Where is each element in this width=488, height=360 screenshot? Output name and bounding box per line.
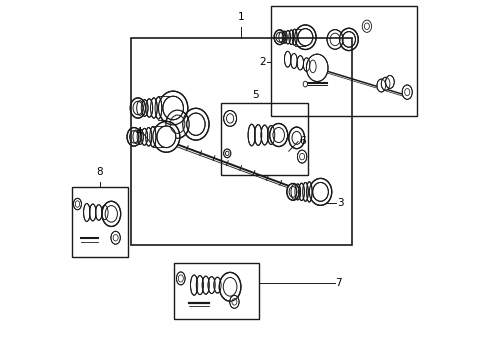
Ellipse shape (303, 81, 307, 87)
Ellipse shape (269, 123, 287, 147)
Ellipse shape (137, 101, 143, 115)
Text: 8: 8 (96, 167, 103, 177)
Ellipse shape (130, 98, 145, 118)
Text: 4: 4 (135, 127, 142, 138)
Ellipse shape (339, 28, 358, 51)
Ellipse shape (186, 113, 204, 135)
Ellipse shape (298, 183, 304, 201)
Ellipse shape (158, 91, 187, 125)
Ellipse shape (89, 204, 96, 221)
Ellipse shape (309, 60, 316, 73)
Bar (131, 38, 352, 245)
Ellipse shape (141, 129, 147, 145)
Bar (271, 6, 416, 116)
Ellipse shape (306, 54, 327, 81)
Ellipse shape (213, 277, 221, 293)
Ellipse shape (190, 275, 197, 295)
Ellipse shape (292, 29, 297, 45)
Text: 5: 5 (251, 90, 258, 100)
Ellipse shape (286, 184, 299, 200)
Ellipse shape (290, 54, 297, 68)
Text: 2: 2 (259, 57, 265, 67)
Bar (72, 187, 127, 257)
Text: 3: 3 (337, 198, 343, 208)
Ellipse shape (223, 111, 236, 126)
Ellipse shape (155, 97, 162, 119)
Ellipse shape (294, 25, 315, 50)
Ellipse shape (137, 129, 143, 144)
Bar (221, 103, 307, 175)
Ellipse shape (127, 127, 141, 146)
Ellipse shape (267, 126, 274, 144)
Ellipse shape (288, 127, 304, 149)
Ellipse shape (176, 272, 185, 285)
Ellipse shape (288, 30, 293, 45)
Ellipse shape (183, 108, 209, 140)
Ellipse shape (306, 182, 311, 202)
Ellipse shape (157, 126, 175, 148)
Ellipse shape (376, 79, 385, 92)
Ellipse shape (219, 273, 241, 301)
Ellipse shape (207, 276, 215, 294)
Ellipse shape (312, 183, 328, 201)
Ellipse shape (102, 201, 121, 226)
Ellipse shape (73, 198, 81, 210)
Ellipse shape (278, 32, 283, 42)
Ellipse shape (247, 124, 255, 146)
Ellipse shape (303, 58, 309, 71)
Ellipse shape (95, 205, 102, 220)
Ellipse shape (149, 127, 156, 147)
Ellipse shape (297, 29, 312, 46)
Ellipse shape (297, 150, 306, 163)
Ellipse shape (83, 203, 90, 221)
Ellipse shape (285, 31, 290, 44)
Ellipse shape (165, 110, 189, 138)
Ellipse shape (261, 125, 268, 145)
Ellipse shape (102, 205, 108, 220)
Ellipse shape (294, 184, 300, 200)
Ellipse shape (284, 51, 290, 67)
Ellipse shape (145, 127, 151, 146)
Ellipse shape (385, 76, 393, 89)
Ellipse shape (141, 100, 148, 116)
Ellipse shape (133, 130, 139, 144)
Ellipse shape (381, 77, 389, 90)
Text: 7: 7 (335, 278, 342, 288)
Ellipse shape (229, 295, 239, 308)
Ellipse shape (290, 185, 296, 199)
Ellipse shape (401, 85, 411, 99)
Text: 6: 6 (298, 136, 305, 147)
Ellipse shape (111, 231, 120, 244)
Text: 1: 1 (237, 12, 244, 22)
Ellipse shape (153, 121, 180, 152)
Ellipse shape (145, 99, 152, 117)
Ellipse shape (282, 31, 286, 43)
Ellipse shape (296, 56, 303, 70)
Ellipse shape (302, 183, 307, 201)
Ellipse shape (163, 96, 183, 120)
Ellipse shape (309, 179, 331, 205)
Ellipse shape (326, 30, 343, 49)
Ellipse shape (202, 276, 209, 294)
Ellipse shape (342, 32, 355, 47)
Ellipse shape (196, 276, 203, 294)
Ellipse shape (150, 98, 157, 118)
Bar (174, 263, 258, 319)
Ellipse shape (274, 30, 285, 45)
Ellipse shape (254, 125, 261, 145)
